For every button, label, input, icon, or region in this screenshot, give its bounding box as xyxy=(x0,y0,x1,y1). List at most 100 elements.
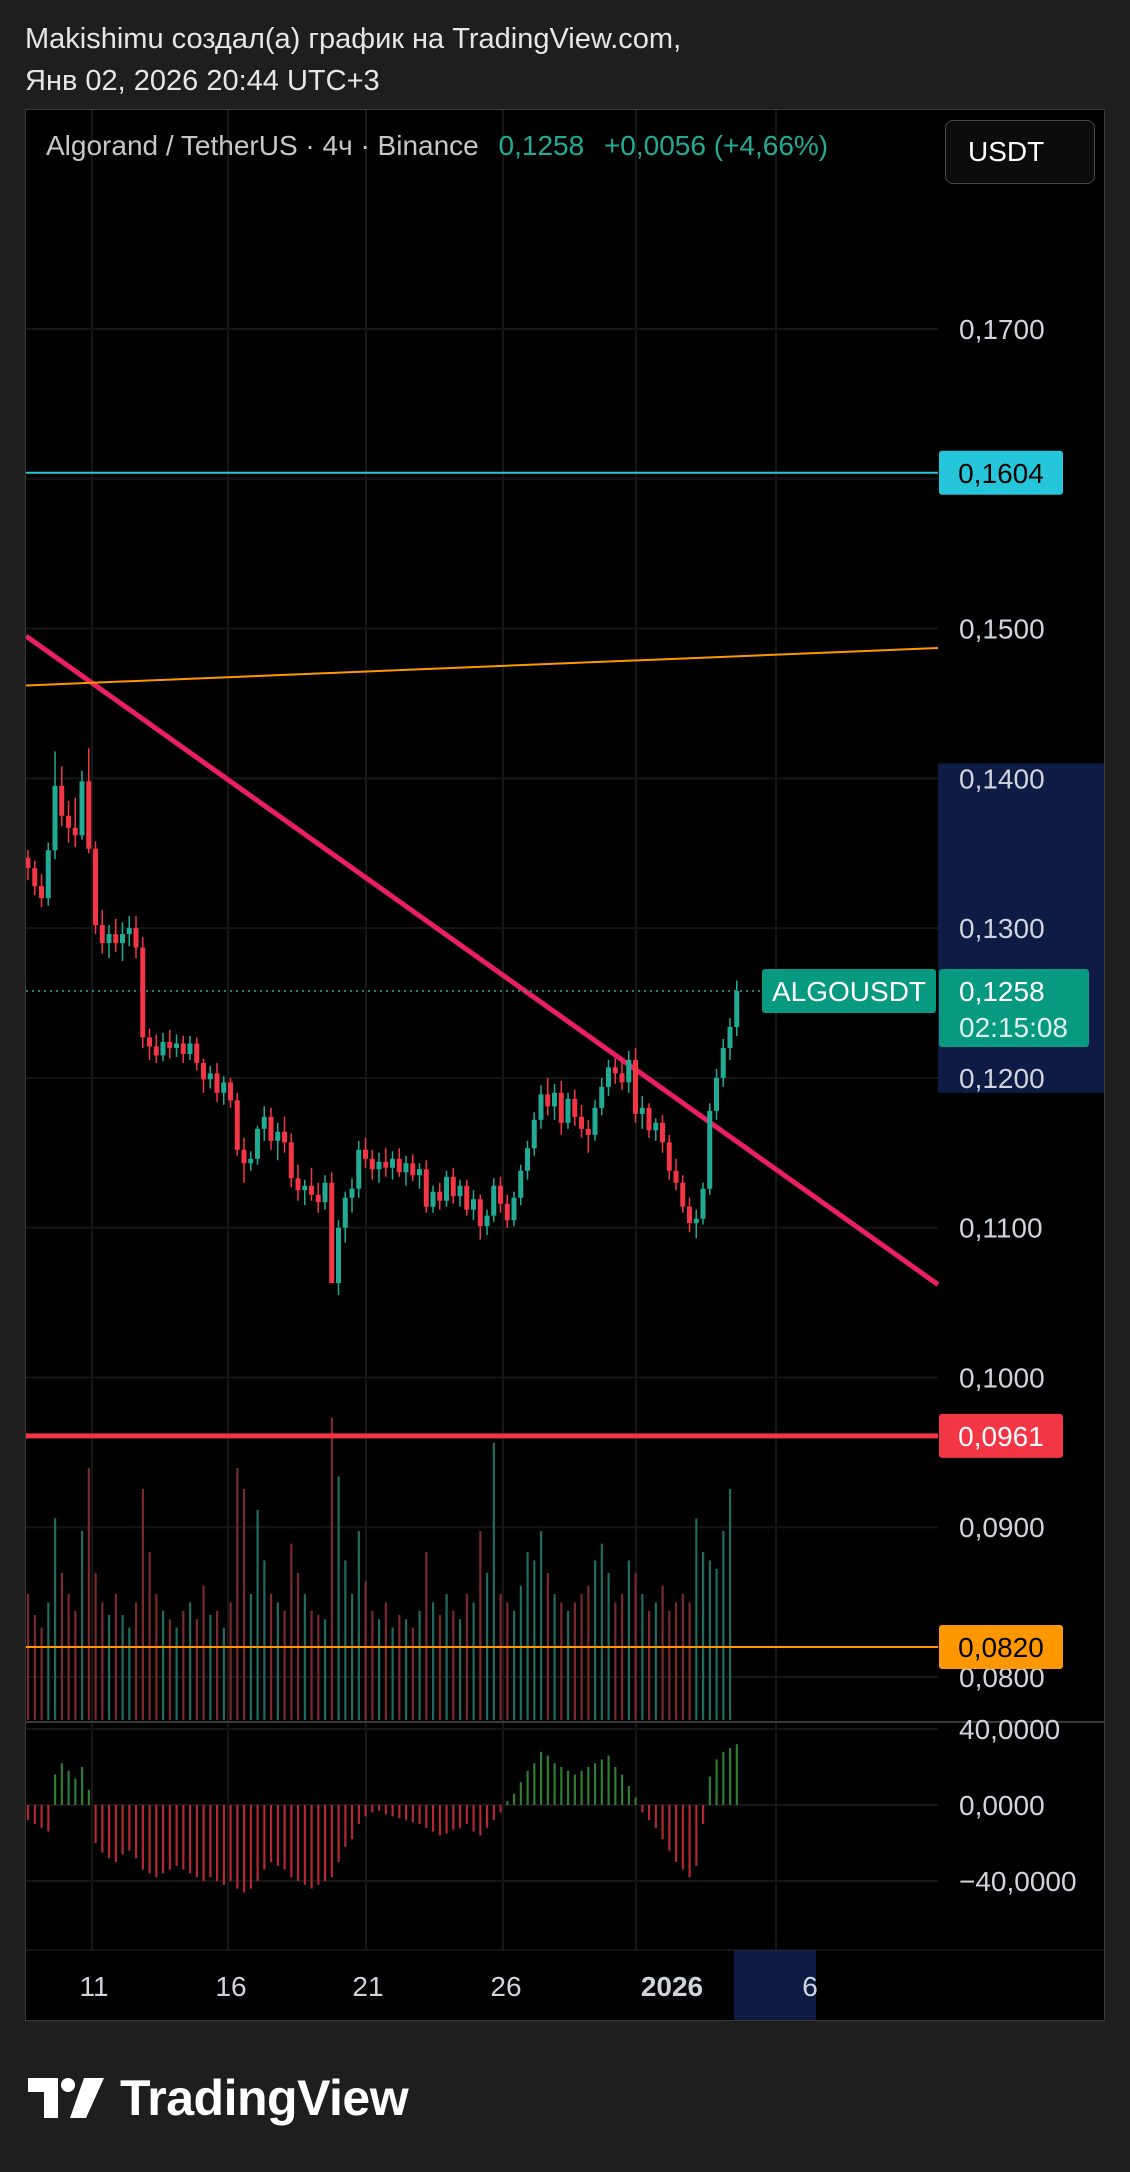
volume-bar xyxy=(465,1594,468,1720)
volume-bar xyxy=(290,1543,293,1720)
candle-body xyxy=(302,1185,308,1191)
candle xyxy=(518,1164,524,1206)
candle xyxy=(579,1104,584,1138)
currency-selector-button[interactable]: USDT xyxy=(945,120,1095,184)
volume-bar xyxy=(114,1594,117,1720)
volume-bar xyxy=(317,1615,320,1720)
candle xyxy=(396,1148,402,1177)
oscillator-bar xyxy=(81,1767,84,1805)
oscillator-bar xyxy=(533,1763,536,1805)
candle-body xyxy=(147,1037,152,1047)
candle-body xyxy=(612,1067,618,1074)
candle xyxy=(444,1170,449,1207)
candle xyxy=(390,1151,395,1180)
candle xyxy=(673,1158,679,1191)
candle xyxy=(153,1034,159,1063)
volume-bar xyxy=(695,1518,698,1720)
oscillator-bar xyxy=(216,1805,219,1881)
candle-body xyxy=(734,991,740,1027)
candle xyxy=(477,1194,483,1240)
volume-bar xyxy=(148,1552,151,1720)
candle-body xyxy=(646,1107,652,1131)
candle-body xyxy=(160,1041,166,1056)
volume-bar xyxy=(540,1531,543,1720)
tradingview-logo[interactable]: TradingView xyxy=(28,2070,409,2126)
candle-body xyxy=(700,1188,706,1219)
volume-bar xyxy=(681,1594,684,1720)
last-price-countdown: 02:15:08 xyxy=(959,1012,1068,1043)
candle-body xyxy=(201,1062,206,1080)
oscillator-bar xyxy=(560,1767,563,1805)
candle-body xyxy=(464,1185,470,1210)
candle xyxy=(234,1092,240,1156)
level-tag-label-2: 0,0820 xyxy=(958,1632,1044,1663)
candle xyxy=(72,797,78,848)
oscillator-bar xyxy=(135,1805,138,1859)
candle-body xyxy=(174,1043,179,1048)
volume-bar xyxy=(398,1615,401,1720)
candle-body xyxy=(376,1161,382,1170)
price-axis-label-5: 0,1100 xyxy=(959,1213,1043,1244)
oscillator-bar xyxy=(222,1805,225,1885)
oscillator-bar xyxy=(317,1805,320,1885)
volume-bar xyxy=(526,1552,529,1720)
oscillator-bar xyxy=(330,1805,333,1878)
symbol-title[interactable]: Algorand / TetherUS · 4ч · Binance xyxy=(46,130,479,161)
oscillator-bar xyxy=(573,1774,576,1805)
candle-body xyxy=(261,1116,267,1129)
oscillator-bar xyxy=(384,1805,387,1815)
candle-body xyxy=(99,925,105,944)
candle xyxy=(558,1080,564,1135)
oscillator-bar xyxy=(344,1805,347,1847)
candle xyxy=(187,1035,193,1060)
candle xyxy=(545,1077,551,1116)
candle-body xyxy=(693,1218,699,1224)
volume-bar xyxy=(391,1627,394,1720)
oscillator-bar xyxy=(398,1805,401,1819)
candle-body xyxy=(626,1059,632,1083)
candle-body xyxy=(504,1203,510,1221)
candle-body xyxy=(545,1094,551,1107)
candle-body xyxy=(457,1185,463,1197)
level-tag-2 xyxy=(939,1625,1063,1670)
volume-bar xyxy=(155,1594,158,1720)
last-price-tag xyxy=(939,969,1089,1048)
price-chart[interactable]: 0,1700 0,1500 0,1400 0,1300 0,1200 0,1100 0,10… xyxy=(26,110,1105,2021)
volume-bar xyxy=(236,1468,239,1720)
volume-bar xyxy=(654,1602,657,1720)
candle xyxy=(633,1047,638,1123)
candle-body xyxy=(214,1073,220,1093)
time-axis-label-5: 6 xyxy=(802,1971,818,2002)
oscillator-bar xyxy=(432,1805,435,1832)
candle xyxy=(498,1176,503,1213)
candle xyxy=(680,1175,686,1213)
volume-bar xyxy=(560,1602,563,1720)
oscillator-bar xyxy=(405,1805,408,1821)
candle-body xyxy=(673,1170,679,1183)
oscillator-bar xyxy=(506,1801,509,1805)
candle xyxy=(592,1100,598,1141)
volume-bar xyxy=(499,1594,502,1720)
tradingview-wordmark: TradingView xyxy=(120,2070,409,2126)
oscillator-axis-label-0: 40,0000 xyxy=(959,1714,1060,1745)
oscillator-bar xyxy=(567,1770,570,1805)
time-axis-label-2: 21 xyxy=(352,1971,383,2002)
candle-body xyxy=(52,785,58,851)
candle xyxy=(511,1191,517,1227)
candle xyxy=(248,1151,254,1171)
oscillator-bar xyxy=(371,1805,374,1813)
oscillator-bar xyxy=(101,1805,104,1853)
candle xyxy=(531,1112,537,1156)
volume-bar xyxy=(229,1602,232,1720)
candle-body xyxy=(417,1169,422,1176)
oscillator-bar xyxy=(87,1789,90,1805)
oscillator-bar xyxy=(351,1805,354,1840)
candle xyxy=(167,1029,173,1059)
header-price: 0,1258 xyxy=(498,130,585,161)
oscillator-bar xyxy=(67,1770,70,1805)
grid-lines xyxy=(26,110,938,1950)
candle-body xyxy=(59,785,65,816)
oscillator-bar xyxy=(641,1805,644,1813)
candle-body xyxy=(241,1149,247,1164)
chart-frame[interactable]: 0,1700 0,1500 0,1400 0,1300 0,1200 0,1100 0,10… xyxy=(25,109,1105,2021)
